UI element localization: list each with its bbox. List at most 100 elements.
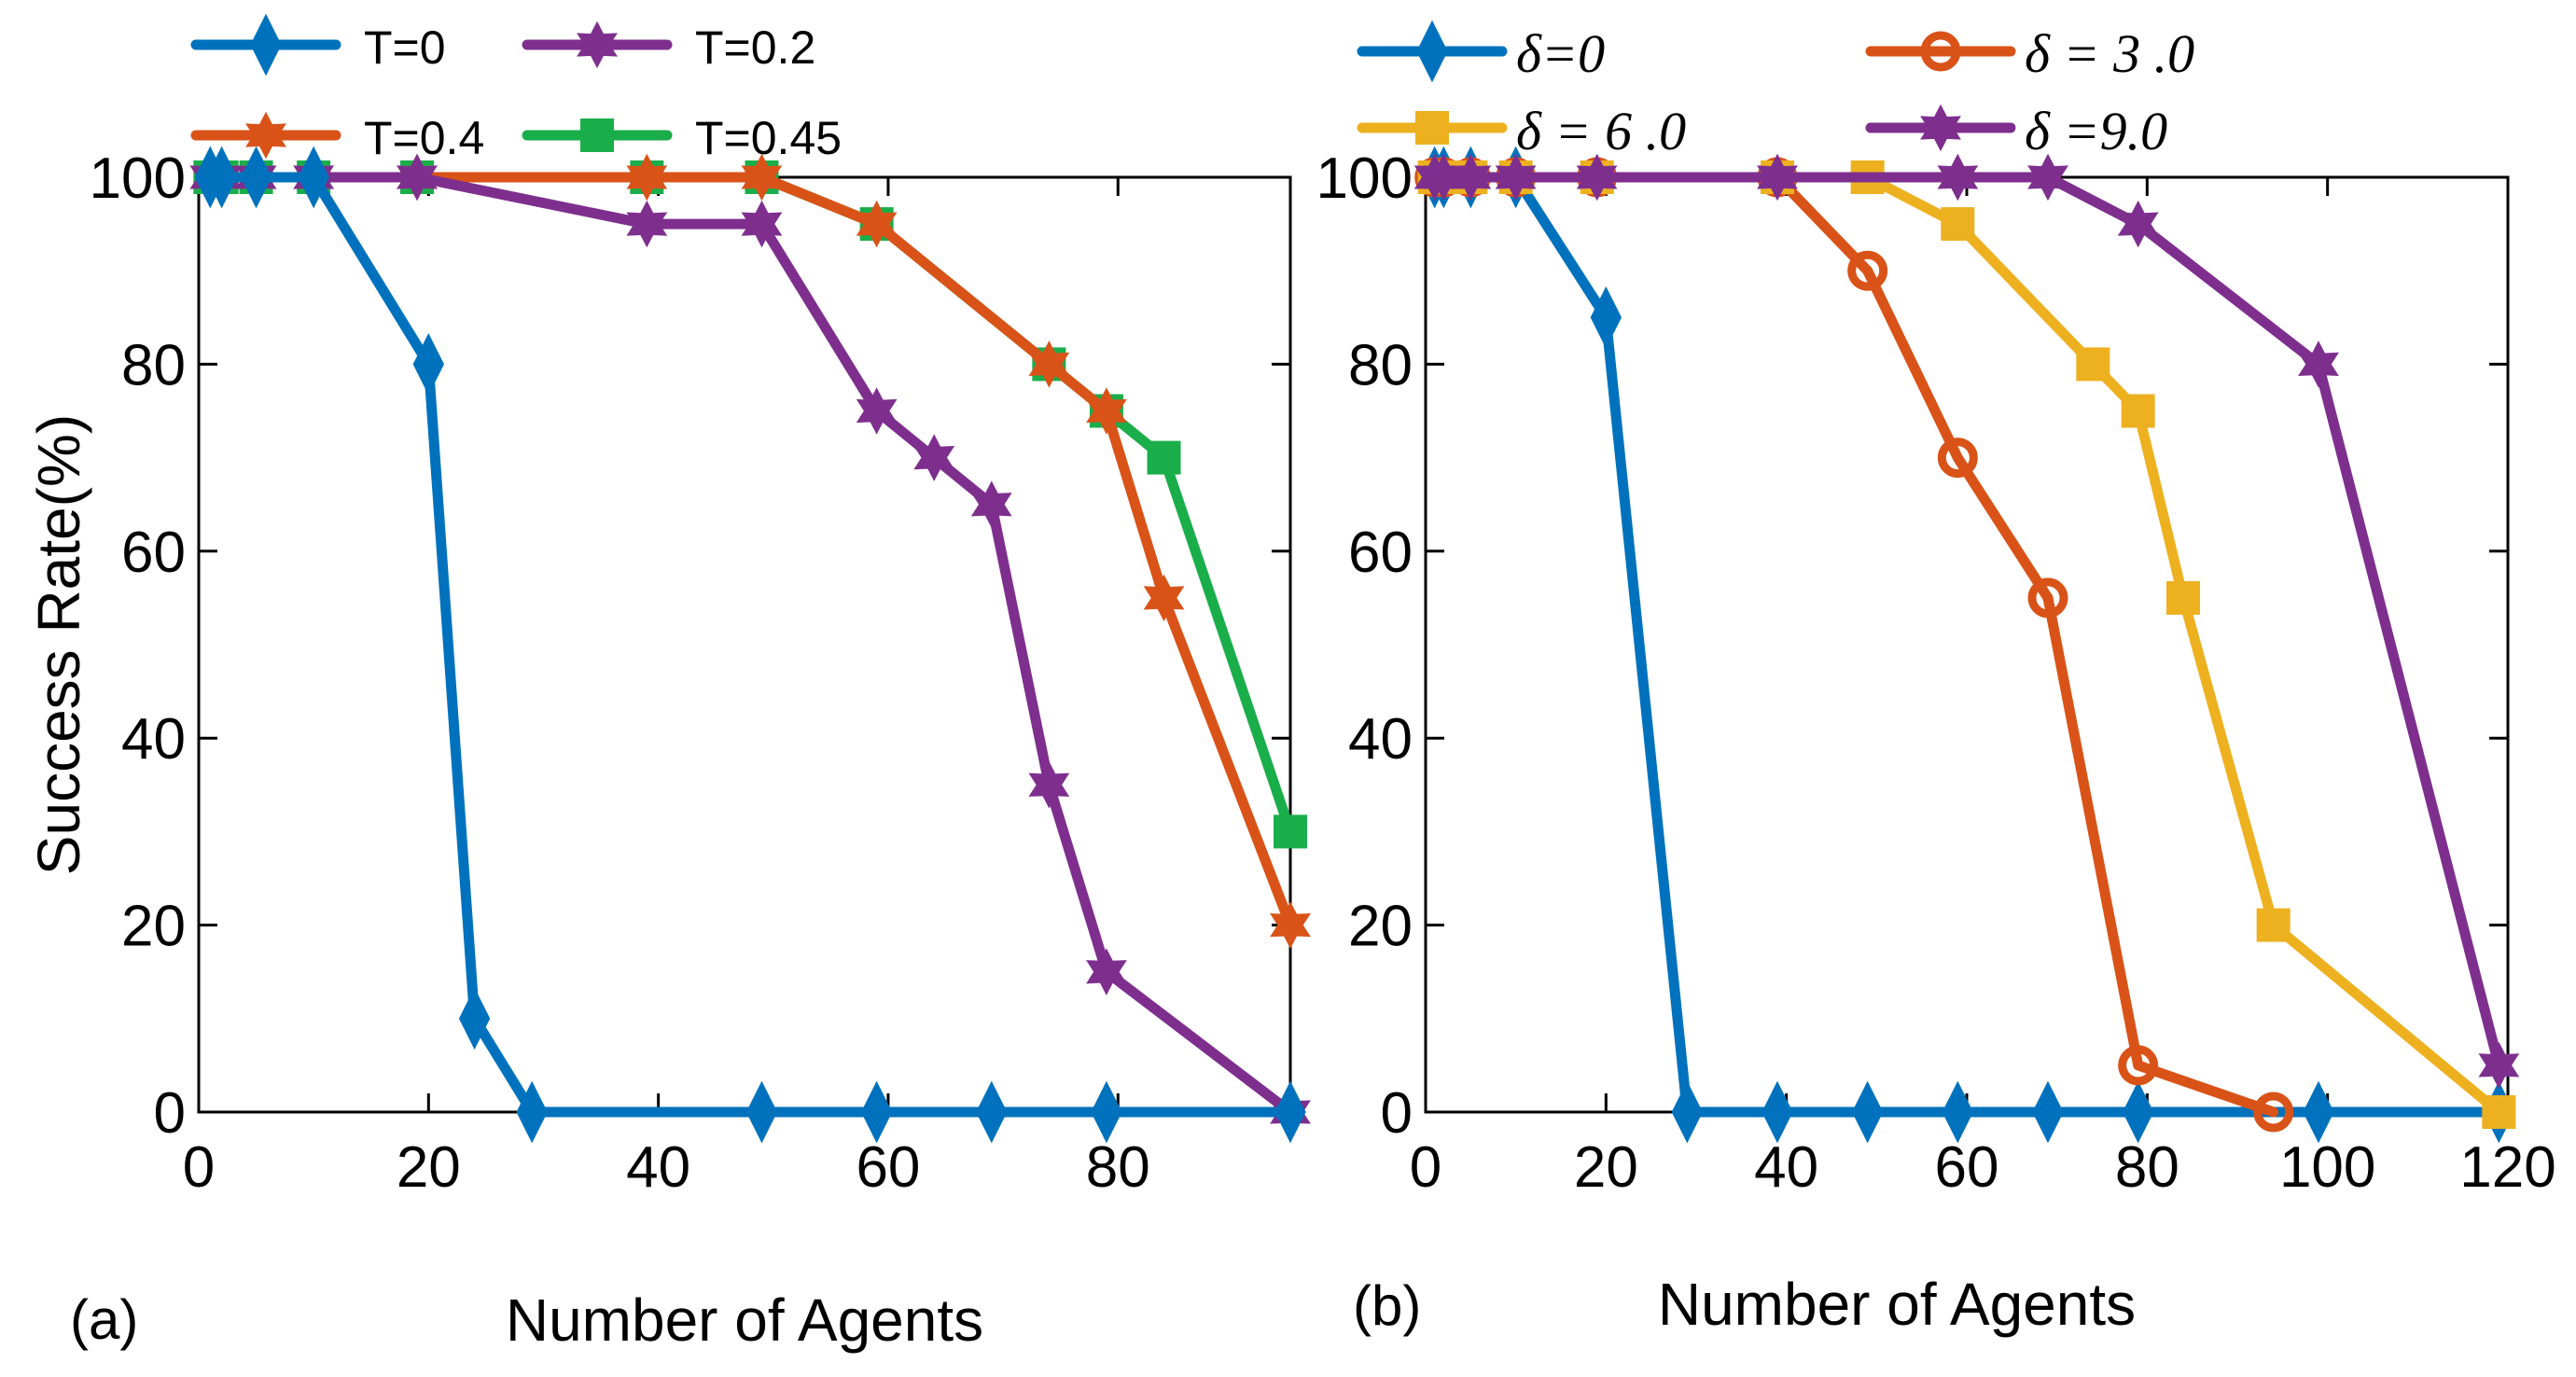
panel-a-x-tick-label: 0 (183, 1135, 215, 1200)
panel-b-series-1 (1414, 157, 2294, 1133)
panel-a-y-tick-label: 40 (121, 707, 186, 772)
panel-b-series-3-point (1576, 153, 1618, 202)
panel-b-series-2-point (1941, 207, 1975, 242)
panel-a-x-tick-label: 60 (856, 1135, 920, 1200)
panel-a-series-2-point (1086, 387, 1127, 435)
panel-a-series-2-point (626, 153, 668, 202)
panel-b-legend-item-2: δ = 6 .0 (1357, 101, 1686, 161)
panel-b-series-1-point (2118, 1045, 2159, 1086)
panel-b-legend-label: δ = 6 .0 (1516, 101, 1686, 161)
panel-a-series-2-line (204, 172, 1296, 931)
panel-a-series-0 (194, 146, 1306, 1144)
panel-b-x-ticks: 0 20 40 60 80 100 120 (1410, 177, 2556, 1200)
panel-a-series-2-point (1270, 901, 1311, 949)
panel-b-legend-swatch-marker (1415, 111, 1449, 145)
panel-b-series-0-point (1761, 1080, 1793, 1144)
panel-a-legend-item-3: T=0.45 (522, 112, 842, 164)
panel-b-axes: 0 20 40 60 80 100 120 0 20 40 60 80 100 (1316, 146, 2556, 1200)
panel-a-series-0-line (204, 172, 1296, 1118)
panel-a-legend-label: T=0 (364, 21, 446, 74)
panel-b-series-1-point (1847, 250, 1888, 291)
panel-a-series-1-point (1028, 761, 1070, 809)
panel-a-y-ticks: 0 20 40 60 80 100 (90, 146, 1290, 1146)
panel-b-y-tick-label: 20 (1348, 895, 1413, 959)
panel-a-tag: (a) (70, 1288, 138, 1351)
panel-a-y-tick-label: 60 (121, 521, 186, 585)
panel-b-series-2-point (2121, 394, 2155, 428)
panel-b-legend-swatch-marker (1920, 31, 1961, 72)
panel-b: 0 20 40 60 80 100 120 0 20 40 60 80 100 Number of A… (1316, 20, 2556, 1338)
panel-b-legend-label: δ =9.0 (2025, 101, 2167, 161)
panel-b-legend-label: δ=0 (1516, 23, 1605, 84)
panel-b-x-tick-label: 60 (1935, 1135, 1999, 1200)
panel-a-y-tick-label: 100 (90, 146, 186, 211)
panel-b-x-tick-label: 120 (2459, 1135, 2555, 1200)
panel-a-x-tick-label: 80 (1086, 1135, 1150, 1200)
panel-b-legend-item-3: δ =9.0 (1865, 101, 2167, 161)
panel-a-y-tick-label: 0 (154, 1081, 186, 1146)
panel-b-series-2-point (2482, 1095, 2516, 1129)
panel-b-x-tick-label: 20 (1574, 1135, 1638, 1200)
panel-b-series-0-point (2032, 1080, 2064, 1144)
panel-b-x-tick-label: 100 (2279, 1135, 2375, 1200)
panel-b-series-2-point (2076, 347, 2110, 382)
panel-b-series-0-point (2303, 1080, 2334, 1144)
panel-a-series-2-point (1028, 341, 1070, 388)
panel-a-series-0-point (516, 1080, 548, 1144)
panel-a-series-1-point (913, 434, 955, 481)
panel-b-x-tick-label: 40 (1754, 1135, 1818, 1200)
panel-b-legend: δ=0 δ = 3 .0 δ = 6 .0 δ =9.0 (1357, 20, 2194, 161)
panel-b-legend-swatch-marker (1920, 104, 1961, 152)
panel-b-y-tick-label: 40 (1348, 707, 1413, 772)
panel-b-series-0-point (1851, 1080, 1884, 1144)
panel-b-series-1-line (1429, 172, 2279, 1118)
panel-b-tag: (b) (1353, 1274, 1421, 1337)
panel-a-series-0-point (458, 987, 491, 1050)
panel-b-series (1413, 146, 2520, 1144)
panel-b-series-3-point (1937, 153, 1979, 202)
panel-b-series-2 (1417, 160, 2516, 1129)
panel-b-y-ticks: 0 20 40 60 80 100 (1316, 146, 2508, 1146)
panel-a-series-0-point (860, 1080, 893, 1144)
panel-a-series-0-point (298, 146, 329, 209)
panel-b-series-3-point (2117, 200, 2159, 248)
panel-b-series-3-point (2298, 341, 2339, 388)
panel-b-series-3-point (1495, 153, 1537, 202)
panel-a-axes: 0 20 40 60 80 0 20 40 60 80 100 (90, 146, 1292, 1200)
panel-a-series-0-point (1091, 1080, 1122, 1144)
panel-b-x-tick-label: 0 (1410, 1135, 1441, 1200)
panel-a-legend: T=0 T=0.2 T=0.4 T=0.45 (190, 13, 842, 164)
panel-b-series-3 (1413, 153, 2520, 1090)
panel-b-legend-item-1: δ = 3 .0 (1865, 23, 2194, 84)
panel-a-series-0-point (205, 146, 238, 209)
panel-b-series-1-point (1937, 438, 1978, 479)
panel-b-series-2-point (2256, 908, 2291, 942)
panel-a-series-0-point (412, 333, 444, 396)
panel-b-series-1-point (2253, 1092, 2294, 1133)
panel-a-y-tick-label: 80 (121, 333, 186, 397)
panel-a-series-2-point (741, 153, 783, 202)
panel-a-series-0-point (1274, 1080, 1306, 1144)
panel-b-series-3-point (2478, 1041, 2520, 1090)
panel-a-series-2 (189, 153, 1311, 949)
panel-b-y-tick-label: 100 (1316, 146, 1413, 211)
panel-b-series-2-point (2166, 580, 2200, 615)
panel-b-x-axis-label: Number of Agents (1658, 1271, 2136, 1338)
panel-a-series-2-point (1143, 574, 1185, 622)
panel-b-x-tick-label: 80 (2115, 1135, 2179, 1200)
panel-a-legend-swatch-marker (245, 111, 286, 160)
panel-a-legend-swatch-marker (250, 13, 282, 76)
panel-a-series-1-line (204, 172, 1296, 1118)
panel-a-series-1-point (856, 387, 898, 435)
panel-b-legend-item-0: δ=0 (1357, 20, 1605, 84)
panel-a-x-tick-label: 40 (626, 1135, 690, 1200)
panel-a-legend-item-0: T=0 (190, 13, 446, 76)
panel-b-series-3-point (2027, 153, 2068, 202)
panel-a-x-tick-label: 20 (397, 1135, 461, 1200)
panel-a-legend-label: T=0.45 (695, 112, 842, 164)
panel-a-series-1-point (626, 200, 668, 248)
panel-a-series-1-point (741, 200, 783, 248)
panel-b-legend-swatch-marker (1416, 20, 1448, 83)
panel-a-series-2-point (856, 200, 898, 248)
